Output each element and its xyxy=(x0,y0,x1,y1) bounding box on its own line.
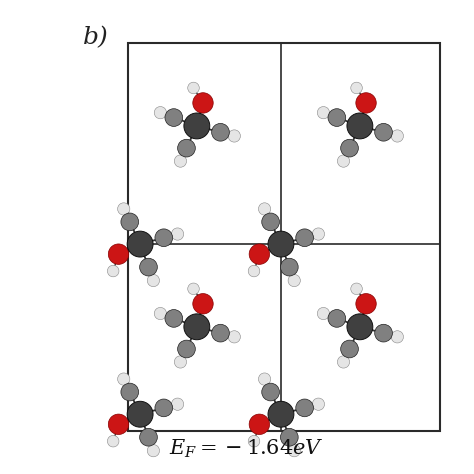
Circle shape xyxy=(188,283,199,295)
Bar xyxy=(128,43,440,431)
Circle shape xyxy=(108,265,119,277)
Circle shape xyxy=(337,356,350,368)
Circle shape xyxy=(109,244,129,264)
Circle shape xyxy=(317,308,329,319)
Circle shape xyxy=(347,314,373,340)
Circle shape xyxy=(108,436,119,447)
Circle shape xyxy=(118,373,130,385)
Circle shape xyxy=(374,123,392,141)
Circle shape xyxy=(178,139,195,157)
Circle shape xyxy=(328,109,346,127)
Circle shape xyxy=(228,130,240,142)
Circle shape xyxy=(258,203,271,215)
Circle shape xyxy=(165,109,182,127)
Circle shape xyxy=(155,229,173,246)
Circle shape xyxy=(155,399,173,417)
Circle shape xyxy=(147,274,160,287)
Circle shape xyxy=(248,436,260,447)
Circle shape xyxy=(262,213,280,231)
Circle shape xyxy=(356,293,376,314)
Circle shape xyxy=(154,308,166,319)
Circle shape xyxy=(109,414,129,435)
Circle shape xyxy=(193,93,213,113)
Circle shape xyxy=(147,445,160,457)
Circle shape xyxy=(328,310,346,327)
Circle shape xyxy=(212,123,229,141)
Circle shape xyxy=(184,113,210,139)
Circle shape xyxy=(248,265,260,277)
Circle shape xyxy=(184,314,210,340)
Circle shape xyxy=(337,155,350,167)
Circle shape xyxy=(312,228,325,240)
Circle shape xyxy=(296,229,313,246)
Text: b): b) xyxy=(83,27,109,50)
Circle shape xyxy=(288,274,301,287)
Circle shape xyxy=(391,130,403,142)
Circle shape xyxy=(174,356,187,368)
Circle shape xyxy=(172,228,184,240)
Text: $E_F = -1.64eV$: $E_F = -1.64eV$ xyxy=(169,438,324,460)
Circle shape xyxy=(121,383,138,401)
Circle shape xyxy=(121,213,138,231)
Circle shape xyxy=(118,203,130,215)
Circle shape xyxy=(154,107,166,119)
Circle shape xyxy=(140,258,157,276)
Circle shape xyxy=(268,231,294,257)
Circle shape xyxy=(228,331,240,343)
Circle shape xyxy=(212,324,229,342)
Circle shape xyxy=(356,93,376,113)
Circle shape xyxy=(249,244,270,264)
Circle shape xyxy=(312,398,325,410)
Circle shape xyxy=(288,445,301,457)
Circle shape xyxy=(317,107,329,119)
Circle shape xyxy=(174,155,187,167)
Circle shape xyxy=(188,82,199,94)
Circle shape xyxy=(178,340,195,358)
Circle shape xyxy=(374,324,392,342)
Circle shape xyxy=(296,399,313,417)
Circle shape xyxy=(172,398,184,410)
Circle shape xyxy=(127,401,153,427)
Circle shape xyxy=(351,82,362,94)
Circle shape xyxy=(249,414,270,435)
Circle shape xyxy=(351,283,362,295)
Circle shape xyxy=(341,340,358,358)
Circle shape xyxy=(127,231,153,257)
Circle shape xyxy=(258,373,271,385)
Circle shape xyxy=(193,293,213,314)
Circle shape xyxy=(165,310,182,327)
Circle shape xyxy=(140,428,157,446)
Circle shape xyxy=(281,428,298,446)
Circle shape xyxy=(347,113,373,139)
Circle shape xyxy=(341,139,358,157)
Circle shape xyxy=(391,331,403,343)
Circle shape xyxy=(281,258,298,276)
Circle shape xyxy=(262,383,280,401)
Circle shape xyxy=(268,401,294,427)
